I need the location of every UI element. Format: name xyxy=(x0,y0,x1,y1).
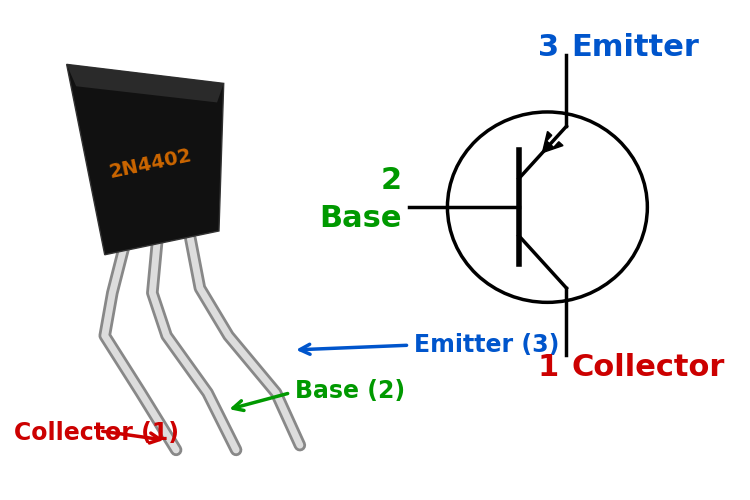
Text: 1: 1 xyxy=(538,352,559,382)
Text: Collector (1): Collector (1) xyxy=(14,421,179,445)
FancyArrow shape xyxy=(542,132,563,152)
Polygon shape xyxy=(67,64,224,102)
Polygon shape xyxy=(67,64,224,255)
Text: Emitter: Emitter xyxy=(572,32,699,62)
Text: Base (2): Base (2) xyxy=(295,379,405,403)
Text: Base: Base xyxy=(320,204,402,233)
Text: 2N4402: 2N4402 xyxy=(107,146,194,182)
Text: Emitter (3): Emitter (3) xyxy=(414,333,560,357)
Text: Collector: Collector xyxy=(572,352,724,382)
Text: 3: 3 xyxy=(538,32,559,62)
Text: 2: 2 xyxy=(380,166,402,195)
